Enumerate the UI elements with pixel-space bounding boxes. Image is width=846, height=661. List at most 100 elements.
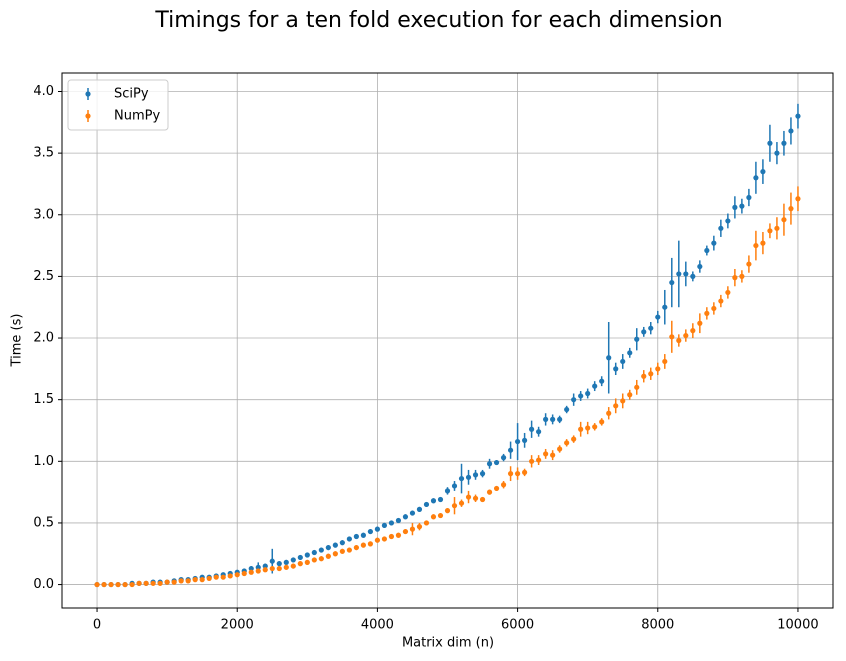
point — [297, 561, 303, 567]
point — [185, 578, 191, 584]
legend: SciPy NumPy — [67, 79, 169, 131]
point — [430, 498, 437, 504]
point — [115, 581, 121, 588]
point — [318, 556, 324, 562]
point — [669, 334, 675, 340]
point — [353, 544, 359, 551]
point — [374, 526, 381, 532]
point — [283, 559, 289, 565]
point — [346, 536, 352, 542]
point — [620, 358, 626, 365]
point — [529, 458, 535, 464]
point — [662, 358, 668, 365]
point — [795, 196, 801, 202]
point — [311, 557, 317, 563]
point — [388, 520, 395, 526]
point — [507, 447, 514, 453]
point — [486, 489, 493, 495]
point — [479, 496, 486, 503]
point — [606, 355, 612, 361]
y-tick-label: 1.5 — [33, 392, 54, 407]
x-tick-label: 2000 — [221, 618, 254, 633]
y-tick-label: 2.5 — [33, 269, 54, 284]
point — [697, 320, 703, 326]
series — [94, 186, 801, 588]
point — [690, 328, 696, 334]
point — [143, 580, 149, 586]
point — [634, 384, 640, 390]
point — [157, 580, 163, 586]
y-tick-label: 2.0 — [33, 331, 54, 346]
point — [325, 553, 331, 559]
point — [648, 371, 654, 377]
point — [697, 263, 703, 270]
point — [171, 579, 177, 585]
point — [318, 547, 324, 553]
point — [206, 575, 212, 582]
point — [725, 218, 731, 224]
point — [381, 536, 388, 542]
point — [536, 457, 542, 463]
x-tick-label: 8000 — [641, 618, 674, 633]
point — [101, 581, 107, 588]
legend-label: NumPy — [114, 109, 160, 124]
point — [276, 565, 282, 572]
point — [255, 564, 261, 570]
point — [402, 514, 409, 520]
point — [374, 537, 381, 543]
point — [493, 485, 500, 492]
point — [774, 150, 780, 156]
point — [571, 436, 577, 442]
point — [493, 459, 500, 466]
point — [297, 554, 303, 561]
y-tick-label: 0.5 — [33, 515, 54, 530]
point — [500, 455, 507, 461]
point — [746, 261, 752, 267]
series — [94, 103, 801, 588]
point — [451, 503, 458, 509]
point — [522, 469, 528, 476]
point — [732, 275, 738, 281]
legend-label: SciPy — [114, 87, 149, 102]
point — [276, 561, 282, 567]
x-tick-label: 4000 — [361, 618, 394, 633]
point — [648, 325, 654, 331]
point — [641, 373, 647, 379]
point — [585, 390, 591, 397]
point — [213, 574, 219, 580]
point — [543, 416, 549, 422]
point — [599, 419, 605, 425]
point — [627, 392, 633, 398]
point — [290, 563, 296, 569]
point — [367, 528, 373, 535]
point — [522, 437, 528, 443]
point — [592, 383, 598, 389]
point — [353, 533, 359, 540]
point — [199, 577, 205, 583]
point — [606, 410, 612, 416]
point — [472, 495, 479, 501]
point — [550, 452, 556, 458]
point — [402, 528, 409, 535]
point — [388, 533, 395, 540]
point — [465, 474, 472, 480]
point — [192, 577, 198, 583]
legend-marker — [85, 91, 91, 97]
point — [529, 426, 535, 432]
point — [465, 494, 472, 500]
point — [578, 393, 584, 399]
point — [227, 573, 233, 579]
point — [458, 475, 465, 482]
point — [269, 565, 275, 572]
point — [613, 366, 619, 372]
point — [486, 461, 493, 467]
point — [150, 580, 156, 586]
x-tick-label: 10000 — [777, 618, 818, 633]
point — [550, 416, 556, 422]
point — [129, 581, 135, 588]
point — [760, 169, 766, 175]
point — [395, 517, 402, 524]
point — [241, 570, 247, 577]
point — [676, 337, 682, 344]
point — [683, 332, 689, 339]
